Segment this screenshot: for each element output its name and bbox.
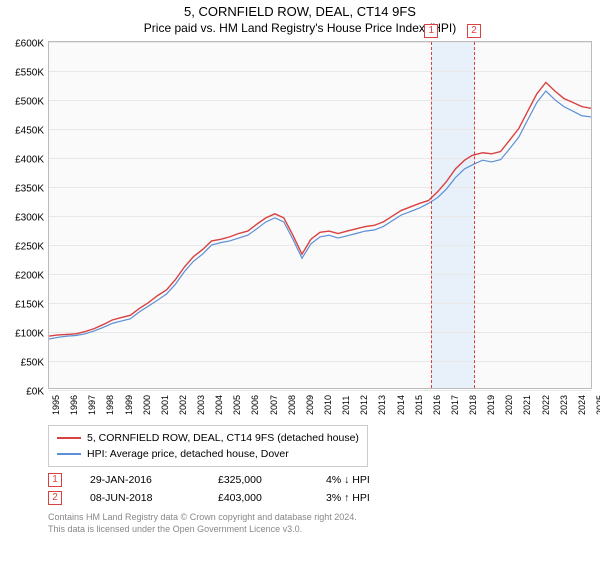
x-axis: 1995 1996 1997 1998 1999 2000 2001 2002 2003 2004… — [48, 389, 592, 417]
sale-date: 08-JUN-2018 — [90, 492, 190, 504]
sale-delta: 4% ↓ HPI — [326, 474, 370, 486]
x-tick-label: 2009 — [305, 395, 315, 415]
x-tick-label: 2024 — [577, 395, 587, 415]
chart-plot-area: 12 — [48, 41, 592, 389]
x-tick-label: 2023 — [559, 395, 569, 415]
y-tick-label: £200K — [15, 271, 44, 282]
x-tick-label: 2010 — [323, 395, 333, 415]
x-tick-label: 2021 — [522, 395, 532, 415]
x-tick-label: 1997 — [87, 395, 97, 415]
x-tick-label: 2018 — [468, 395, 478, 415]
chart-lines — [49, 42, 591, 388]
x-tick-label: 2004 — [214, 395, 224, 415]
attribution: Contains HM Land Registry data © Crown c… — [48, 511, 592, 535]
x-tick-label: 1998 — [105, 395, 115, 415]
marker-line — [431, 42, 432, 388]
attribution-line: This data is licensed under the Open Gov… — [48, 523, 592, 535]
legend-label: HPI: Average price, detached house, Dove… — [87, 446, 289, 462]
x-tick-label: 2017 — [450, 395, 460, 415]
y-tick-label: £300K — [15, 213, 44, 224]
y-tick-label: £50K — [21, 358, 44, 369]
legend-item: HPI: Average price, detached house, Dove… — [57, 446, 359, 462]
sale-row: 2 08-JUN-2018 £403,000 3% ↑ HPI — [48, 491, 600, 505]
legend-swatch — [57, 437, 81, 439]
y-tick-label: £400K — [15, 155, 44, 166]
x-tick-label: 2008 — [287, 395, 297, 415]
x-tick-label: 1996 — [69, 395, 79, 415]
y-tick-label: £150K — [15, 300, 44, 311]
x-tick-label: 2015 — [414, 395, 424, 415]
x-tick-label: 2002 — [178, 395, 188, 415]
x-tick-label: 2003 — [196, 395, 206, 415]
chart-subtitle: Price paid vs. HM Land Registry's House … — [0, 21, 600, 35]
chart-title: 5, CORNFIELD ROW, DEAL, CT14 9FS — [0, 4, 600, 19]
sale-price: £403,000 — [218, 492, 298, 504]
y-tick-label: £250K — [15, 242, 44, 253]
y-axis: £0K£50K£100K£150K£200K£250K£300K£350K£40… — [0, 44, 48, 392]
x-tick-label: 2007 — [269, 395, 279, 415]
legend: 5, CORNFIELD ROW, DEAL, CT14 9FS (detach… — [48, 425, 368, 467]
sale-date: 29-JAN-2016 — [90, 474, 190, 486]
sale-marker: 1 — [48, 473, 62, 487]
y-tick-label: £0K — [26, 387, 44, 398]
attribution-line: Contains HM Land Registry data © Crown c… — [48, 511, 592, 523]
legend-swatch — [57, 453, 81, 455]
x-tick-label: 2013 — [377, 395, 387, 415]
y-tick-label: £100K — [15, 329, 44, 340]
x-tick-label: 1999 — [124, 395, 134, 415]
x-tick-label: 2012 — [359, 395, 369, 415]
sale-row: 1 29-JAN-2016 £325,000 4% ↓ HPI — [48, 473, 600, 487]
x-tick-label: 2025 — [595, 395, 600, 415]
x-tick-label: 2016 — [432, 395, 442, 415]
y-tick-label: £600K — [15, 39, 44, 50]
x-tick-label: 2001 — [160, 395, 170, 415]
legend-label: 5, CORNFIELD ROW, DEAL, CT14 9FS (detach… — [87, 430, 359, 446]
x-tick-label: 2005 — [232, 395, 242, 415]
x-tick-label: 2000 — [142, 395, 152, 415]
x-tick-label: 2022 — [541, 395, 551, 415]
x-tick-label: 2011 — [341, 396, 351, 415]
series-hpi — [49, 91, 591, 339]
sale-delta: 3% ↑ HPI — [326, 492, 370, 504]
sale-marker: 2 — [48, 491, 62, 505]
marker-label: 2 — [467, 24, 481, 38]
y-tick-label: £500K — [15, 97, 44, 108]
x-tick-label: 2020 — [504, 395, 514, 415]
y-tick-label: £550K — [15, 68, 44, 79]
legend-item: 5, CORNFIELD ROW, DEAL, CT14 9FS (detach… — [57, 430, 359, 446]
marker-label: 1 — [424, 24, 438, 38]
marker-line — [474, 42, 475, 388]
y-tick-label: £450K — [15, 126, 44, 137]
sales-table: 1 29-JAN-2016 £325,000 4% ↓ HPI 2 08-JUN-2018… — [48, 473, 600, 505]
x-tick-label: 2006 — [250, 395, 260, 415]
y-tick-label: £350K — [15, 184, 44, 195]
x-tick-label: 2014 — [396, 395, 406, 415]
x-tick-label: 2019 — [486, 395, 496, 415]
x-tick-label: 1995 — [51, 395, 61, 415]
series-price_paid — [49, 82, 591, 336]
sale-price: £325,000 — [218, 474, 298, 486]
